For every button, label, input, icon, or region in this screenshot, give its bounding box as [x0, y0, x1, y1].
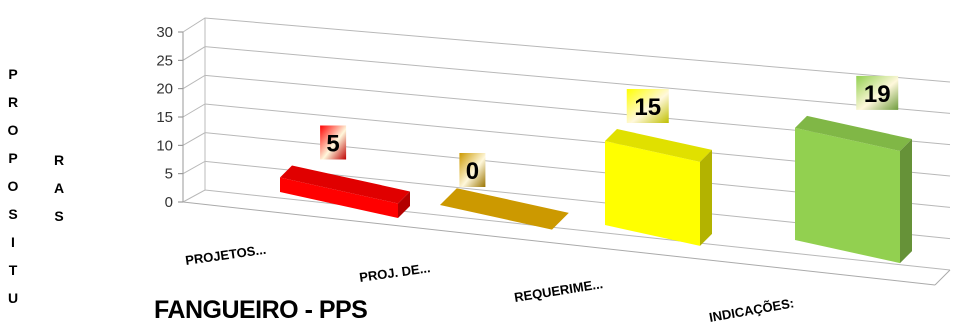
bar-top-face — [605, 129, 712, 162]
bar-side-face — [900, 139, 912, 264]
y-axis-title-letter: T — [8, 262, 18, 278]
data-label-text: 0 — [466, 158, 479, 185]
y-axis-title-letter: U — [7, 290, 19, 306]
y-tick-label: 10 — [156, 137, 173, 154]
y-tick-label: 15 — [156, 109, 173, 126]
data-label-box — [856, 75, 899, 110]
y-axis-title-letter: P — [8, 66, 18, 82]
y-axis-title-letter: S — [8, 206, 18, 222]
bar-side-face — [700, 149, 712, 246]
data-label-text: 15 — [634, 94, 661, 121]
bar-front-face — [795, 127, 900, 264]
axes: 0 5 10 15 20 25 30 — [156, 18, 951, 286]
bar — [440, 188, 569, 230]
y-axis-title-letter: O — [7, 178, 19, 194]
bar — [605, 129, 712, 246]
bar-side-face — [398, 191, 410, 218]
floor-right-edge — [934, 269, 951, 286]
data-label-box — [626, 89, 669, 123]
y-axis-title-letter: R — [7, 94, 19, 110]
y-tick-label: 5 — [165, 166, 173, 183]
chart-title: FANGUEIRO - PPS — [154, 296, 368, 324]
bar-top-face — [795, 115, 912, 151]
x-tick-label: INDICAÇÕES: — [708, 295, 795, 325]
data-label: 0 — [459, 153, 486, 187]
y-tick-label: 20 — [156, 81, 173, 98]
y-tick-label: 25 — [156, 52, 173, 69]
floor-front-edge — [182, 201, 936, 286]
data-label: 19 — [856, 75, 899, 110]
gridline — [182, 17, 951, 83]
y-axis-title-letter: I — [11, 234, 15, 250]
bar-flat-face — [440, 188, 569, 230]
x-tick-label: PROJETOS... — [184, 242, 267, 268]
x-tick-label: PROJ. DE... — [358, 260, 431, 285]
y-axis-title-letter: O — [7, 122, 19, 138]
data-label-box — [320, 125, 347, 160]
bar-top-face — [280, 165, 410, 204]
data-label: 5 — [320, 125, 347, 160]
bar — [280, 165, 410, 218]
data-label-box — [459, 153, 486, 187]
y-axis-title-letter: A — [53, 180, 65, 196]
data-label-text: 19 — [864, 81, 891, 108]
gridline — [182, 46, 951, 114]
data-label-text: 5 — [326, 131, 339, 158]
data-labels: 5 0 15 19 — [320, 75, 899, 187]
y-tick-label: 30 — [156, 24, 173, 41]
bar — [795, 115, 912, 264]
y-axis-title-letter: S — [54, 208, 64, 224]
y-axis-title-letter: P — [8, 150, 18, 166]
data-label: 15 — [626, 89, 669, 123]
bar-front-face — [605, 141, 700, 246]
bar-front-face — [280, 177, 398, 218]
y-axis-title-letter: R — [53, 152, 65, 168]
bars — [280, 115, 912, 264]
x-tick-label: REQUERIME... — [513, 276, 604, 305]
y-tick-label: 0 — [165, 194, 173, 211]
